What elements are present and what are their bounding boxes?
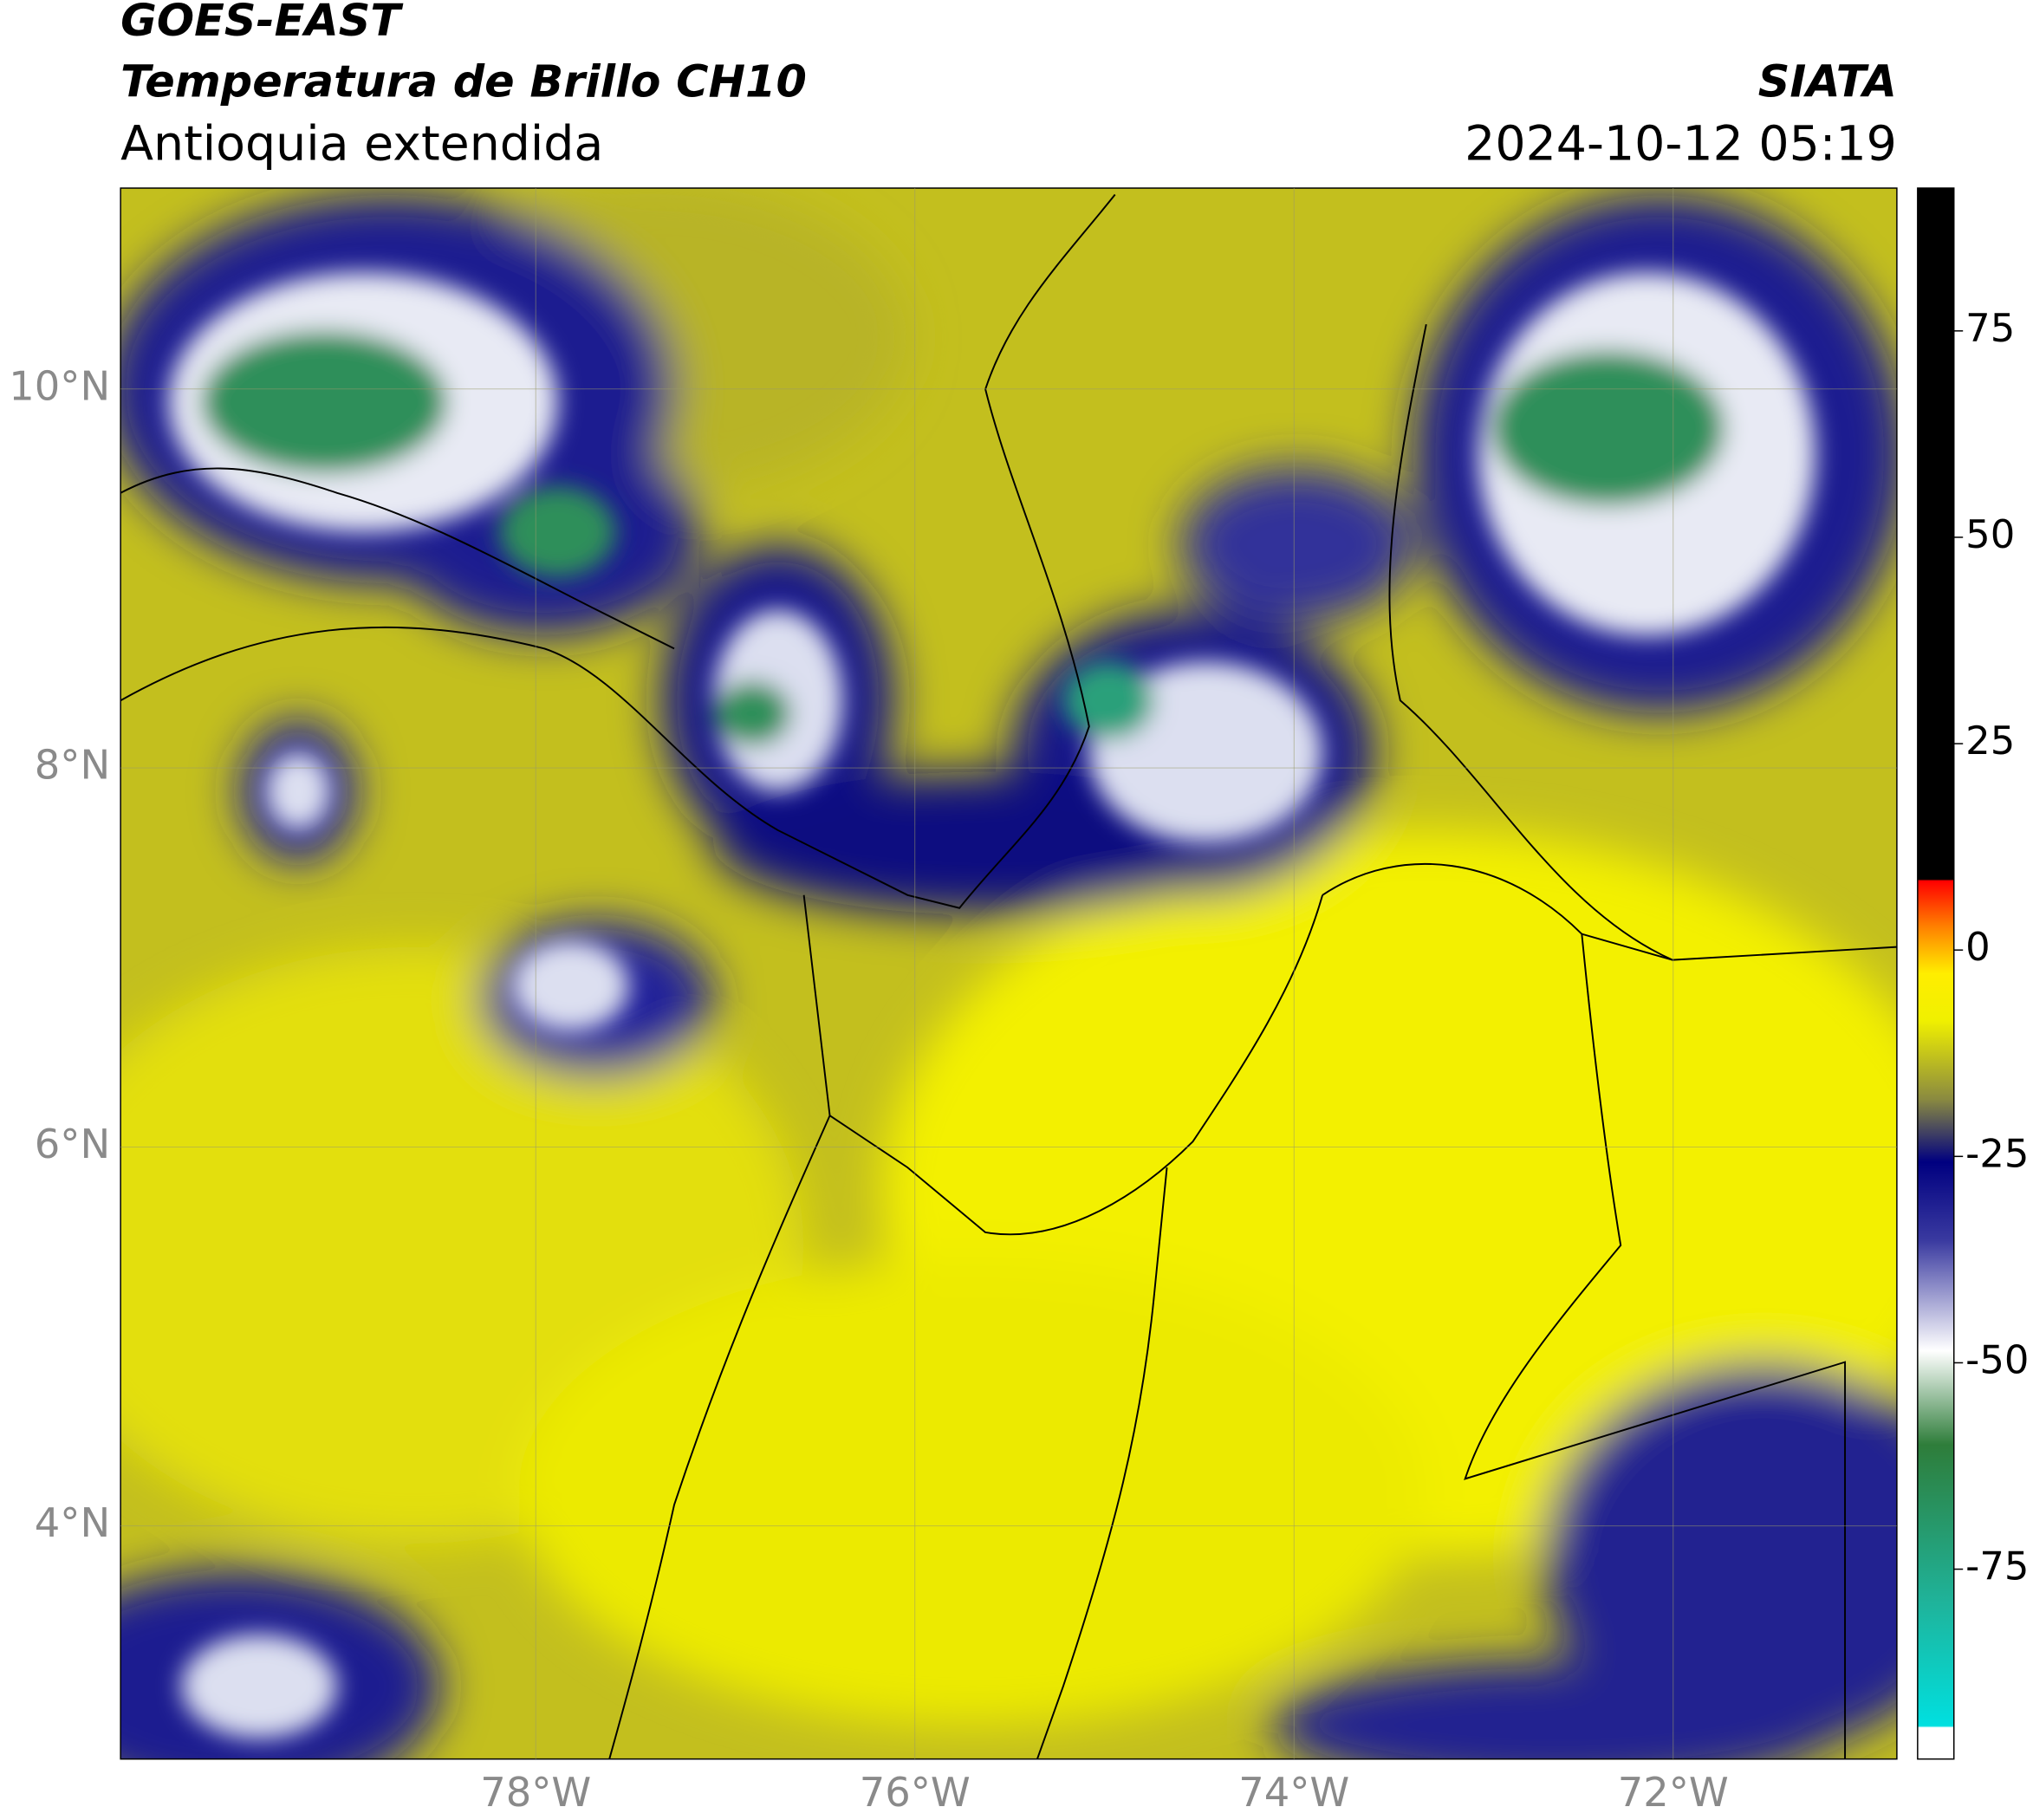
y-tick-label: 10°N (9, 362, 110, 409)
x-tick-label: 74°W (1238, 1769, 1349, 1816)
source: SIATA (1758, 55, 1897, 107)
graticule: 78°W 76°W 74°W 72°W 4°N 6°N 8°N 10°N (9, 188, 1897, 1816)
y-tick-label: 6°N (35, 1121, 110, 1167)
satellite-image (120, 188, 1897, 1759)
colorbar-tick-label: 50 (1965, 511, 2015, 557)
colorbar-tick-label: -25 (1965, 1130, 2029, 1176)
colorbar-ticks: 75 50 25 0 -25 -50 -75 (1953, 305, 2029, 1589)
colorbar (1917, 187, 1955, 1760)
y-tick-label: 4°N (35, 1499, 110, 1546)
x-tick-label: 72°W (1618, 1769, 1729, 1816)
subtitle: Temperatura de Brillo CH10 (120, 55, 807, 107)
y-tick-label: 8°N (35, 742, 110, 789)
title: GOES-EAST (120, 0, 404, 46)
colorbar-tick-label: 0 (1965, 924, 1991, 970)
colorbar-tick-label: 75 (1965, 305, 2015, 351)
x-tick-label: 78°W (480, 1769, 591, 1816)
colorbar-tick-label: 25 (1965, 718, 2015, 764)
colorbar-tick-label: -75 (1965, 1544, 2029, 1589)
map-frame (120, 187, 1898, 1760)
timestamp: 2024-10-12 05:19 (1465, 116, 1897, 172)
region: Antioquia extendida (120, 116, 603, 172)
x-tick-label: 76°W (860, 1769, 971, 1816)
colorbar-tick-label: -50 (1965, 1336, 2029, 1382)
